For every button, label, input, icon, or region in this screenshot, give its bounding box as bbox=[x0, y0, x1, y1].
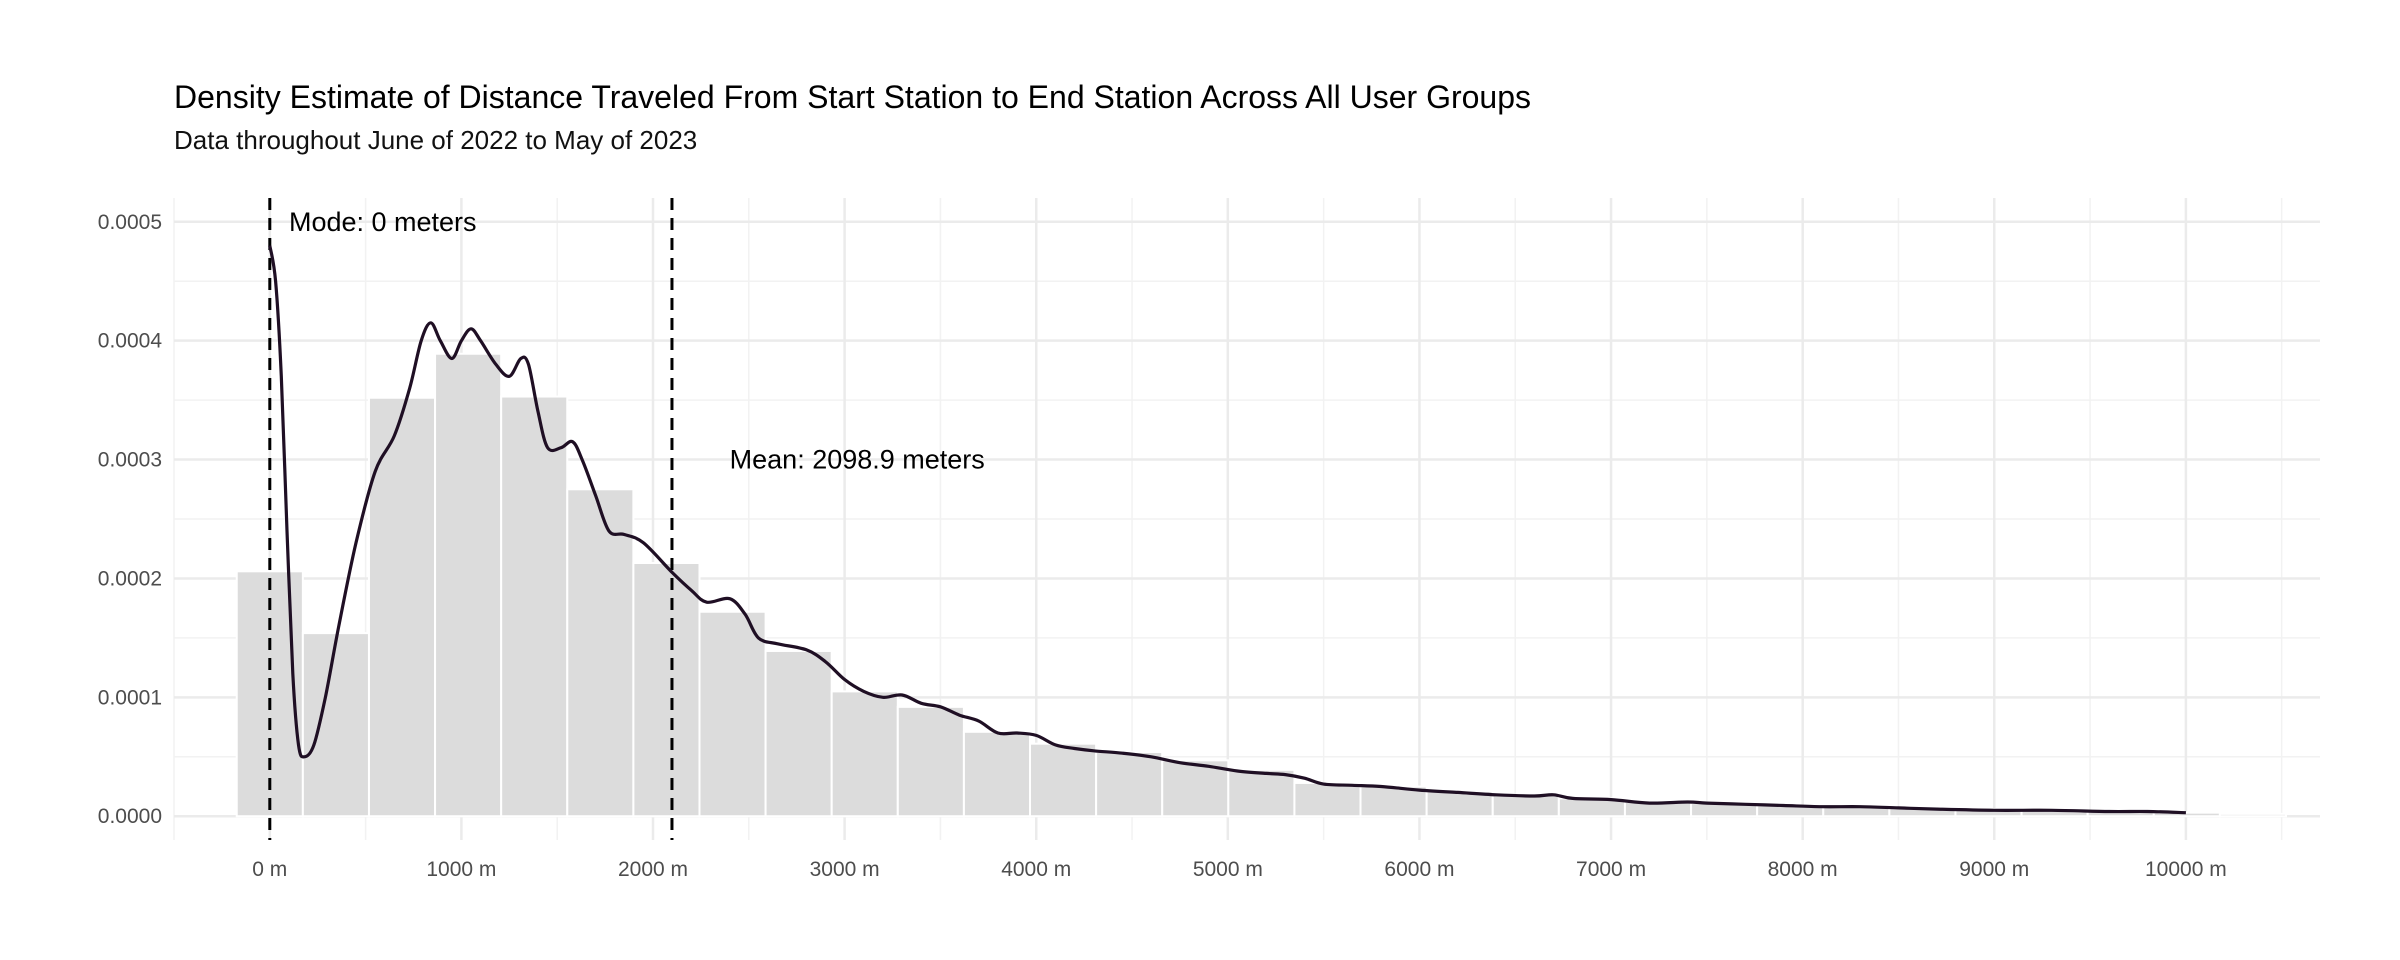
x-tick-label: 3000 m bbox=[810, 858, 880, 881]
annotations: Mode: 0 meters Mean: 2098.9 meters bbox=[289, 207, 985, 475]
histogram-bar bbox=[830, 690, 899, 818]
x-tick-label: 0 m bbox=[252, 858, 287, 881]
y-tick-label: 0.0004 bbox=[98, 330, 163, 353]
y-tick-label: 0.0001 bbox=[98, 686, 162, 709]
x-tick-label: 8000 m bbox=[1768, 858, 1838, 881]
density-curve-group bbox=[268, 245, 2186, 815]
chart-subtitle: Data throughout June of 2022 to May of 2… bbox=[174, 125, 697, 155]
histogram-bar bbox=[301, 632, 370, 818]
histogram-bar bbox=[566, 488, 635, 818]
histogram-bar bbox=[500, 395, 569, 818]
x-tick-label: 1000 m bbox=[426, 858, 496, 881]
x-tick-label: 9000 m bbox=[1959, 858, 2029, 881]
histogram-bar bbox=[1293, 781, 1362, 818]
x-axis-ticks: 0 m 1000 m 2000 m 3000 m 4000 m 5000 m 6000 m 7… bbox=[252, 858, 2226, 881]
histogram-bar bbox=[1095, 751, 1164, 818]
x-tick-label: 5000 m bbox=[1193, 858, 1263, 881]
y-tick-label: 0.0000 bbox=[98, 805, 162, 828]
reference-label: Mode: 0 meters bbox=[289, 207, 477, 237]
density-curve bbox=[268, 245, 2186, 815]
chart-title: Density Estimate of Distance Traveled Fr… bbox=[174, 79, 1531, 115]
histogram-bar bbox=[896, 705, 965, 818]
histogram-bar bbox=[764, 649, 833, 818]
x-tick-label: 4000 m bbox=[1001, 858, 1071, 881]
y-tick-label: 0.0002 bbox=[98, 567, 162, 590]
x-tick-label: 2000 m bbox=[618, 858, 688, 881]
histogram-bar bbox=[1491, 793, 1560, 818]
y-tick-label: 0.0005 bbox=[98, 211, 162, 234]
reference-lines bbox=[268, 198, 674, 840]
histogram-bar bbox=[632, 561, 701, 818]
x-tick-label: 7000 m bbox=[1576, 858, 1646, 881]
histogram-bar bbox=[1227, 768, 1296, 818]
histogram-bars bbox=[235, 352, 2287, 818]
x-tick-label: 10000 m bbox=[2145, 858, 2227, 881]
reference-label: Mean: 2098.9 meters bbox=[730, 445, 985, 475]
histogram-bar bbox=[1161, 759, 1230, 818]
histogram-bar bbox=[1029, 742, 1098, 818]
histogram-bar bbox=[2218, 812, 2287, 818]
histogram-bar bbox=[434, 352, 503, 818]
y-tick-label: 0.0003 bbox=[98, 449, 162, 472]
histogram-bar bbox=[698, 610, 767, 818]
y-axis-ticks: 0.0000 0.0001 0.0002 0.0003 0.0004 0.0005 bbox=[98, 211, 163, 828]
x-tick-label: 6000 m bbox=[1384, 858, 1454, 881]
histogram-bar bbox=[367, 396, 437, 818]
histogram-bar bbox=[962, 730, 1032, 818]
